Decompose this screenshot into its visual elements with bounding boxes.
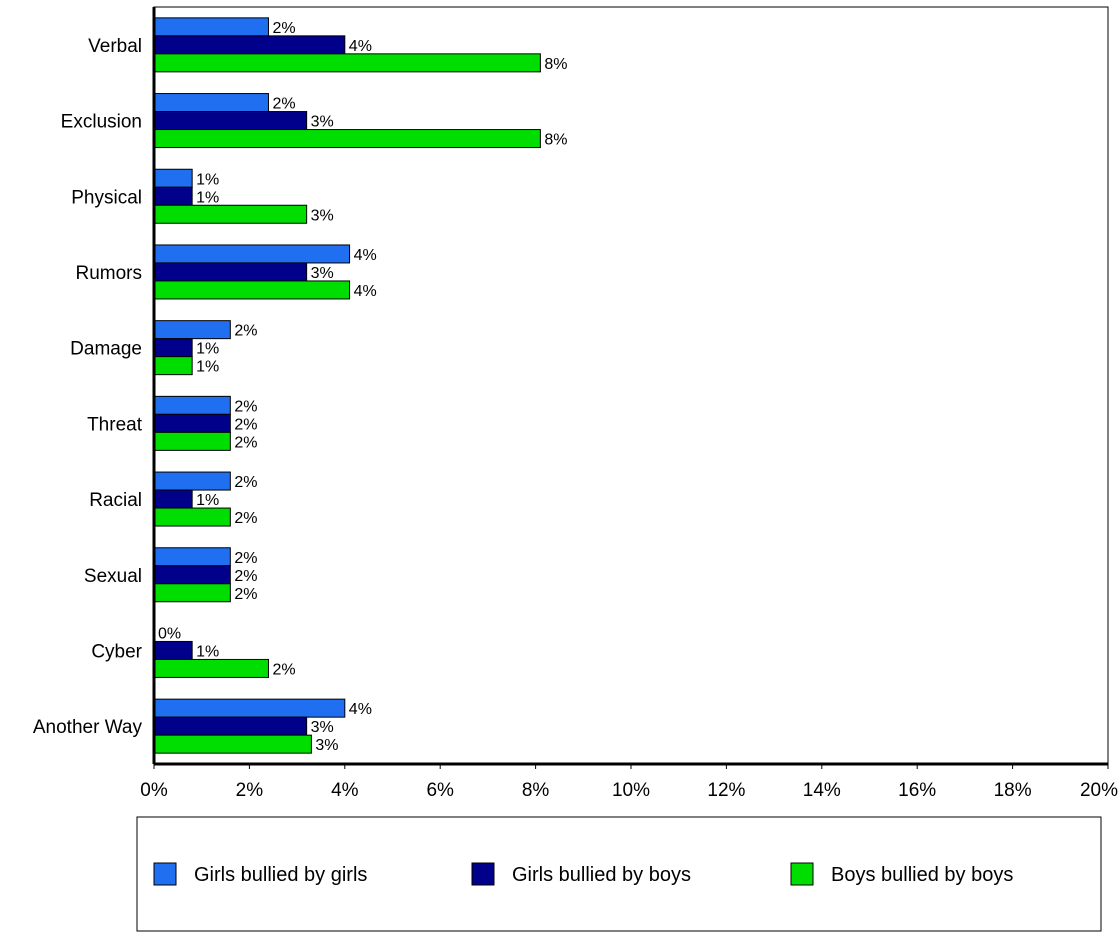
bar	[153, 168, 193, 188]
bar-value-label: 1%	[196, 189, 219, 206]
bar-value-label: 1%	[196, 359, 219, 376]
bar	[153, 53, 541, 73]
bar	[153, 93, 269, 113]
bar-value-label: 8%	[544, 132, 567, 149]
legend-swatch	[790, 862, 814, 886]
bar	[153, 658, 269, 678]
x-axis-ticks: 0% 2% 4% 6% 8% 10% 12% 14% 16% 18% 20%	[140, 764, 1118, 801]
bar-value-label: 2%	[234, 586, 257, 603]
legend: Girls bullied by girls Girls bullied by b…	[136, 816, 1102, 932]
bar-value-label: 2%	[272, 96, 295, 113]
legend-label: Boys bullied by boys	[831, 864, 1013, 886]
bar-value-label: 2%	[234, 416, 257, 433]
x-tick-label: 16%	[898, 780, 936, 801]
category-label: Sexual	[84, 566, 142, 587]
bar	[153, 262, 308, 282]
category-label: Exclusion	[61, 112, 142, 133]
bar-value-label: 2%	[272, 20, 295, 37]
bar-value-label: 2%	[272, 661, 295, 678]
bar-value-label: 3%	[311, 207, 334, 224]
bar-value-label: 3%	[311, 719, 334, 736]
category-labels: Verbal Exclusion Physical Rumors Damage Threa…	[33, 36, 143, 738]
bar-value-label: 8%	[544, 56, 567, 73]
x-tick-label: 12%	[707, 780, 745, 801]
bar	[153, 204, 308, 224]
bar	[153, 395, 231, 415]
bar-value-label: 3%	[315, 737, 338, 754]
bar	[153, 186, 193, 206]
category-label: Another Way	[33, 717, 143, 738]
bar-value-label: 2%	[234, 474, 257, 491]
bar-value-label: 4%	[354, 283, 377, 300]
bar-value-label: 2%	[234, 398, 257, 415]
bar	[153, 35, 346, 55]
legend-swatch	[153, 862, 177, 886]
x-tick-label: 20%	[1080, 780, 1118, 801]
legend-swatch	[471, 862, 495, 886]
bar-value-label: 2%	[234, 550, 257, 567]
bar	[153, 413, 231, 433]
bar-value-label: 1%	[196, 341, 219, 358]
bar	[153, 583, 231, 603]
bar-value-label: 4%	[349, 38, 372, 55]
x-tick-label: 14%	[803, 780, 841, 801]
bar	[153, 280, 351, 300]
legend-label: Girls bullied by girls	[194, 864, 367, 886]
bar	[153, 547, 231, 567]
bars-layer	[153, 17, 541, 754]
x-tick-label: 18%	[994, 780, 1032, 801]
bar	[153, 338, 193, 358]
bar	[153, 431, 231, 451]
bar-value-label: 4%	[354, 247, 377, 264]
category-label: Verbal	[88, 36, 142, 57]
x-tick-label: 10%	[612, 780, 650, 801]
bar	[153, 471, 231, 491]
bar-value-label: 3%	[311, 114, 334, 131]
bar-value-label: 0%	[158, 625, 181, 642]
category-label: Rumors	[75, 263, 142, 284]
category-label: Racial	[89, 490, 142, 511]
bar-value-label: 2%	[234, 510, 257, 527]
bar	[153, 320, 231, 340]
x-tick-label: 6%	[426, 780, 454, 801]
category-label: Cyber	[91, 641, 142, 662]
bar-value-label: 4%	[349, 701, 372, 718]
bar	[153, 129, 541, 149]
category-label: Damage	[70, 339, 142, 360]
bar	[153, 734, 312, 754]
x-tick-label: 4%	[331, 780, 359, 801]
category-label: Physical	[71, 187, 142, 208]
x-tick-label: 2%	[236, 780, 264, 801]
legend-box	[136, 816, 1102, 932]
bar	[153, 244, 351, 264]
category-label: Threat	[87, 414, 143, 435]
bar	[153, 565, 231, 585]
bar	[153, 698, 346, 718]
x-tick-label: 8%	[522, 780, 550, 801]
bar-value-label: 2%	[234, 568, 257, 585]
bar	[153, 489, 193, 509]
bar-value-label: 2%	[234, 434, 257, 451]
bar-value-label: 1%	[196, 643, 219, 660]
bar	[153, 716, 308, 736]
x-tick-label: 0%	[140, 780, 168, 801]
bar	[153, 507, 231, 527]
bar-value-label: 3%	[311, 265, 334, 282]
bar	[153, 356, 193, 376]
bar-value-label: 2%	[234, 323, 257, 340]
bar-labels-layer: 2%4%8%2%3%8%1%1%3%4%3%4%2%1%1%2%2%2%2%1%…	[158, 20, 567, 754]
legend-label: Girls bullied by boys	[512, 864, 691, 886]
bar-value-label: 1%	[196, 492, 219, 509]
bar	[153, 640, 193, 660]
bar-value-label: 1%	[196, 171, 219, 188]
bar	[153, 111, 308, 131]
bar	[153, 17, 269, 37]
